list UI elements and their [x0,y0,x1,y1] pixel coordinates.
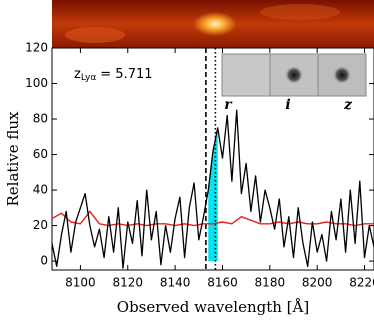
annotation-text: = 5.711 [100,67,152,82]
y-tick-label: 40 [33,183,48,197]
plot-content [52,48,374,270]
source [285,66,303,84]
source [333,66,351,84]
y-tick-label: 80 [33,112,48,126]
y-tick-label: 120 [25,41,48,55]
emission-blob [193,12,237,36]
annotation: zLyα = 5.711 [74,67,153,83]
inset-label: z [343,97,353,113]
y-tick-label: 100 [25,76,48,90]
x-tick-label: 8200 [302,276,333,290]
x-tick-label: 8180 [255,276,286,290]
y-tick-label: 20 [33,218,48,232]
x-tick-label: 8140 [160,276,191,290]
x-tick-label: 8120 [112,276,143,290]
y-axis-label: Relative flux [4,111,22,207]
thumb-r [221,53,271,97]
series-line [52,210,374,227]
x-tick-label: 8160 [207,276,238,290]
inset-label: r [224,97,233,113]
y-tick-label: 0 [40,254,48,268]
x-axis-label: Observed wavelength [Å] [117,298,309,316]
x-tick-label: 8100 [65,276,96,290]
strip-noise [65,27,125,43]
inset-label: i [285,97,290,113]
strip-noise [260,4,340,20]
series-line [52,109,374,269]
annotation-symbol: z [74,67,81,82]
y-tick-label: 60 [33,147,48,161]
annotation-subscript: Lyα [81,73,97,83]
